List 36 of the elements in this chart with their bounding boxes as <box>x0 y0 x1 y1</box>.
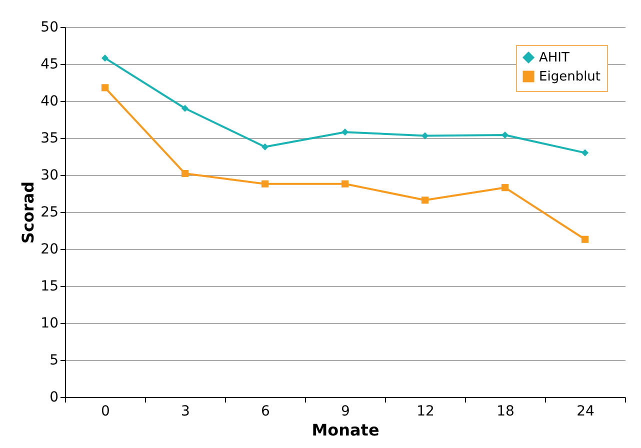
y-tick-label: 20 <box>40 242 58 258</box>
x-tick-label: 0 <box>101 404 110 420</box>
y-tick-label: 50 <box>40 20 58 36</box>
y-tick-label: 5 <box>50 352 58 368</box>
y-tick-label: 40 <box>40 94 58 110</box>
y-axis-title: Scorad <box>18 181 38 244</box>
point <box>421 132 429 140</box>
legend-label: AHIT <box>539 50 570 66</box>
x-tick-label: 9 <box>341 404 350 420</box>
point <box>341 180 349 188</box>
point <box>501 184 509 192</box>
y-tick-label: 45 <box>40 56 58 72</box>
point <box>581 149 589 156</box>
x-tick-label: 18 <box>496 404 514 420</box>
y-tick-label: 30 <box>40 168 58 184</box>
point <box>181 170 189 178</box>
y-tick-label: 10 <box>40 316 58 332</box>
x-axis-title: Monate <box>312 420 380 440</box>
y-tick-label: 25 <box>40 204 58 220</box>
legend-label: Eigenblut <box>539 70 601 84</box>
y-tick-label: 0 <box>50 390 58 406</box>
x-tick-label: 24 <box>576 404 594 420</box>
point <box>101 84 109 92</box>
point <box>101 54 109 62</box>
x-tick-label: 12 <box>416 404 434 420</box>
point <box>581 236 589 243</box>
x-tick-label: 6 <box>261 404 270 420</box>
y-tick-label: 15 <box>40 278 58 294</box>
point <box>421 196 429 204</box>
y-tick-label: 35 <box>40 130 58 146</box>
point <box>181 104 189 112</box>
point <box>501 132 509 139</box>
point <box>261 143 269 150</box>
point <box>341 128 349 136</box>
x-tick-label: 3 <box>181 404 190 420</box>
point <box>261 180 269 188</box>
